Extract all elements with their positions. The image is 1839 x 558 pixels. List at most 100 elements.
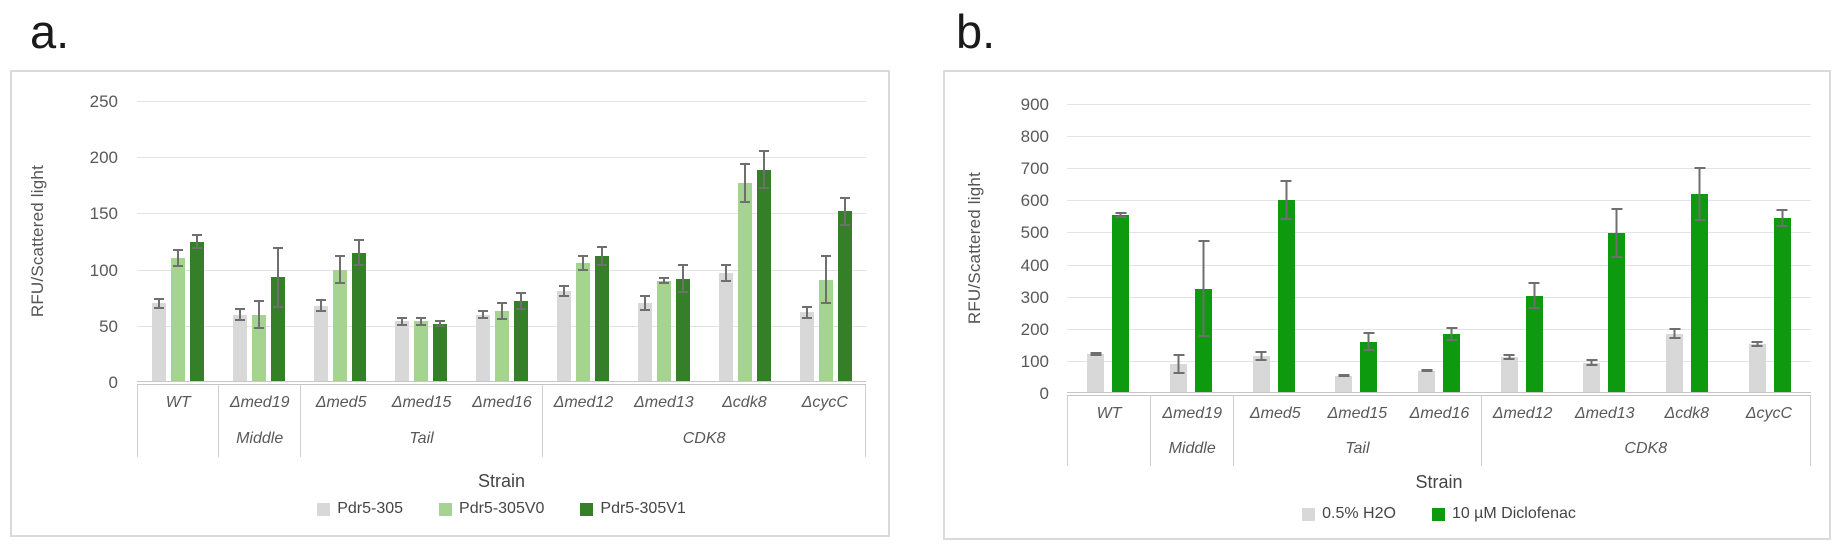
error-bar-stem xyxy=(581,255,584,271)
bar-Pdr5-305V0-WT xyxy=(170,249,185,382)
error-bar-cap-bottom xyxy=(253,327,264,330)
bar-group-med5 xyxy=(1232,104,1315,393)
bar-group-med19 xyxy=(1150,104,1233,393)
gridline xyxy=(137,101,866,102)
error-bar-cap-bottom xyxy=(477,317,488,320)
error-bar-cap-bottom xyxy=(1503,357,1515,360)
gridline xyxy=(137,269,866,271)
error-bar-cap-top xyxy=(1503,354,1515,357)
legend-label: 0.5% H2O xyxy=(1322,505,1396,522)
error-bar-stem xyxy=(681,263,684,294)
y-tick-labels: 0 100 200 300 400 500 600 700 800 900 xyxy=(945,96,1053,402)
error-bar-cap-top xyxy=(496,302,507,305)
error-bar xyxy=(434,320,445,327)
y-tick-label: 700 xyxy=(1020,159,1049,179)
error-bar xyxy=(1528,282,1540,310)
bar-0-5-H2O-med16 xyxy=(1418,368,1436,393)
category-group-cell: WT xyxy=(1067,396,1150,431)
error-bar-stem xyxy=(724,264,727,282)
error-bar xyxy=(1694,166,1706,222)
axis-group-label: CDK8 xyxy=(682,430,726,447)
error-bar xyxy=(1198,240,1209,337)
error-bar-stem xyxy=(562,285,565,297)
category-label: Δmed15 xyxy=(391,394,452,411)
error-bar xyxy=(1776,209,1788,227)
legend-swatch xyxy=(439,502,453,516)
legend-label: 10 µM Diclofenac xyxy=(1451,505,1576,522)
error-bar-cap-bottom xyxy=(515,308,526,311)
bar-10-M-Diclofenac-med15 xyxy=(1360,332,1378,393)
gridline xyxy=(1067,296,1811,298)
category-group-cell: Δmed5 Δmed15 Δmed16 xyxy=(1233,396,1480,431)
error-bar-cap-bottom xyxy=(1363,349,1375,352)
axis-group-label xyxy=(138,421,218,457)
error-bar-cap-top xyxy=(153,297,164,300)
category-label: Δmed16 xyxy=(472,394,532,411)
bar-10-M-Diclofenac-med13 xyxy=(1608,208,1626,393)
error-bar-cap-top xyxy=(1255,351,1267,354)
error-bar xyxy=(1669,327,1681,340)
error-bar-cap-bottom xyxy=(353,264,364,267)
error-bar xyxy=(1090,351,1102,356)
bar-group-cdk8 xyxy=(704,101,785,382)
error-bar-cap-top xyxy=(839,196,850,199)
error-bar-cap-top xyxy=(415,316,426,319)
category-label: WT xyxy=(1096,404,1122,422)
error-bar-cap-bottom xyxy=(172,265,183,268)
bar-10-M-Diclofenac-med19 xyxy=(1195,240,1212,393)
error-bar-cap-top xyxy=(1280,180,1292,183)
error-bar-cap-top xyxy=(1421,368,1433,371)
error-bar-cap-top xyxy=(1776,209,1788,212)
error-bar-stem xyxy=(1533,282,1536,310)
y-tick-label: 300 xyxy=(1020,287,1049,307)
plot-area xyxy=(1067,104,1811,393)
error-bar xyxy=(1255,351,1267,361)
error-bar-stem xyxy=(743,162,746,204)
category-axis-table: WT Δmed19 Δmed5 Δmed15 Δmed16 Δmed12 Δmed13 Δcd… xyxy=(137,384,866,457)
error-bar-cap-top xyxy=(353,239,364,242)
error-bar xyxy=(1611,208,1623,259)
error-bar-cap-bottom xyxy=(496,318,507,321)
bar-group-med16 xyxy=(461,101,542,382)
error-bar-cap-top xyxy=(234,307,245,310)
category-label: Δmed12 xyxy=(1492,404,1553,422)
error-bar-cap-bottom xyxy=(739,201,750,204)
legend: Pdr5-305 Pdr5-305V0 Pdr5-305V1 xyxy=(137,500,866,518)
category-group-cell xyxy=(1067,431,1150,466)
y-tick-label: 150 xyxy=(89,204,118,224)
category-label: Δmed13 xyxy=(1574,404,1635,422)
gridline xyxy=(1067,168,1811,170)
error-bar xyxy=(558,285,569,297)
y-tick-label: 500 xyxy=(1020,223,1049,243)
y-tick-label: 200 xyxy=(1020,319,1049,339)
gridline xyxy=(1067,264,1811,266)
error-bar-cap-top xyxy=(1751,341,1763,343)
error-bar-cap-top xyxy=(577,255,588,257)
error-bar-cap-top xyxy=(315,298,326,301)
legend-item: Pdr5-305V0 xyxy=(439,500,544,518)
error-bar xyxy=(1363,332,1375,352)
bar-group-WT xyxy=(137,101,218,382)
error-bar-cap-top xyxy=(396,316,407,319)
legend-label: Pdr5-305 xyxy=(337,500,404,517)
error-bar-cap-bottom xyxy=(272,305,283,308)
legend-item: Pdr5-305 xyxy=(317,500,403,518)
error-bar-cap-bottom xyxy=(577,268,588,271)
gridline xyxy=(1067,232,1811,234)
category-label: WT xyxy=(165,394,191,411)
error-bar-stem xyxy=(500,302,503,321)
error-bar-cap-bottom xyxy=(1776,224,1788,227)
error-bar-cap-bottom xyxy=(191,247,202,250)
y-tick-label: 0 xyxy=(1039,384,1049,403)
error-bar-stem xyxy=(176,249,179,268)
error-bar xyxy=(820,255,831,305)
figure-label-b: b. xyxy=(956,5,996,58)
error-bar-stem xyxy=(824,255,827,305)
error-bar xyxy=(839,196,850,226)
error-bar-stem xyxy=(419,316,422,326)
y-tick-label: 600 xyxy=(1020,191,1049,211)
y-tick-label: 50 xyxy=(99,316,118,336)
error-bar-cap-bottom xyxy=(396,323,407,326)
error-bar-stem xyxy=(600,246,603,267)
bar-Pdr5-305V1-med16 xyxy=(513,292,528,382)
